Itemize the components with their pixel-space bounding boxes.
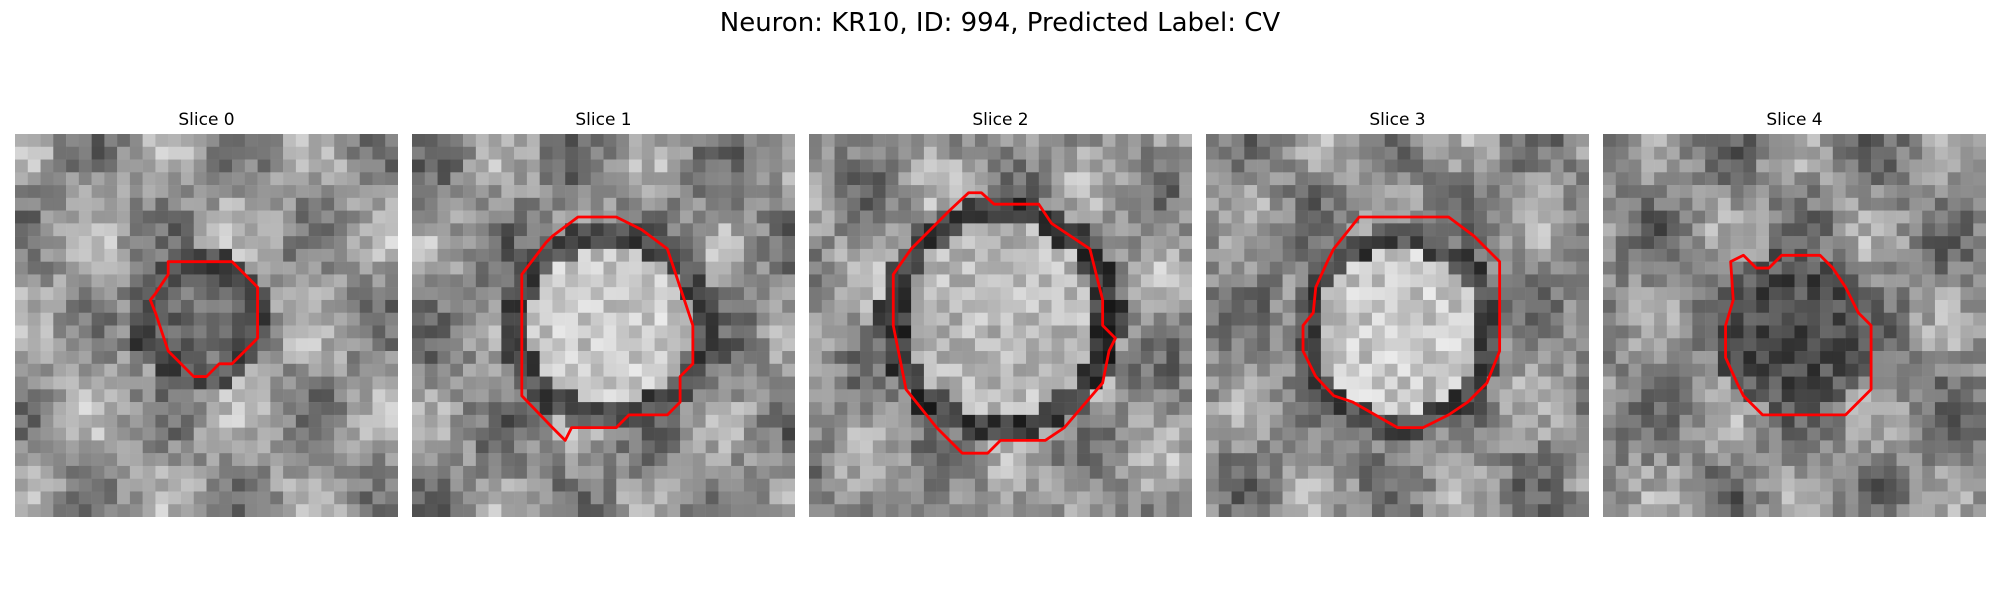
slice-image-1 bbox=[412, 134, 795, 517]
slice-image-4 bbox=[1603, 134, 1986, 517]
figure-title: Neuron: KR10, ID: 994, Predicted Label: … bbox=[0, 6, 2000, 40]
slice-image-0 bbox=[15, 134, 398, 517]
slice-title-3: Slice 3 bbox=[1206, 110, 1589, 130]
slice-title-4: Slice 4 bbox=[1603, 110, 1986, 130]
slice-image-2 bbox=[809, 134, 1192, 517]
slice-panel-1: Slice 1 bbox=[412, 110, 795, 130]
slice-image-3 bbox=[1206, 134, 1589, 517]
slice-panel-2: Slice 2 bbox=[809, 110, 1192, 130]
slice-panel-4: Slice 4 bbox=[1603, 110, 1986, 130]
slice-panel-0: Slice 0 bbox=[15, 110, 398, 130]
slice-title-0: Slice 0 bbox=[15, 110, 398, 130]
slice-title-2: Slice 2 bbox=[809, 110, 1192, 130]
slice-title-1: Slice 1 bbox=[412, 110, 795, 130]
slice-panel-3: Slice 3 bbox=[1206, 110, 1589, 130]
